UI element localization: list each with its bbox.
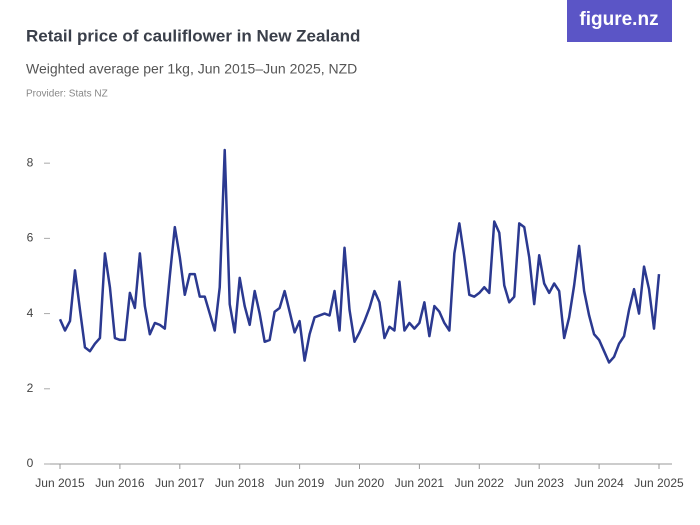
chart-subtitle: Weighted average per 1kg, Jun 2015–Jun 2… [26,61,357,77]
y-tick-label: 4 [27,306,34,320]
x-tick-label: Jun 2018 [215,476,265,490]
x-tick-label: Jun 2025 [634,476,684,490]
chart-title: Retail price of cauliflower in New Zeala… [26,26,360,45]
y-tick-label: 0 [27,456,34,470]
source: Provider: Stats NZ [26,89,108,100]
x-tick-label: Jun 2022 [455,476,505,490]
logo-box [567,0,672,42]
x-tick-label: Jun 2015 [35,476,85,490]
x-tick-label: Jun 2020 [335,476,385,490]
x-tick-label: Jun 2019 [275,476,325,490]
x-tick-label: Jun 2017 [155,476,205,490]
logo: figure.nz [579,9,658,30]
y-tick-label: 6 [27,231,34,245]
y-tick-label: 2 [27,381,34,395]
line [58,148,661,364]
x-tick-label: Jun 2024 [574,476,624,490]
y-tick-label: 8 [27,155,34,169]
x-tick-label: Jun 2021 [395,476,445,490]
x-tick-label: Jun 2016 [95,476,145,490]
x-tick-label: Jun 2023 [515,476,565,490]
